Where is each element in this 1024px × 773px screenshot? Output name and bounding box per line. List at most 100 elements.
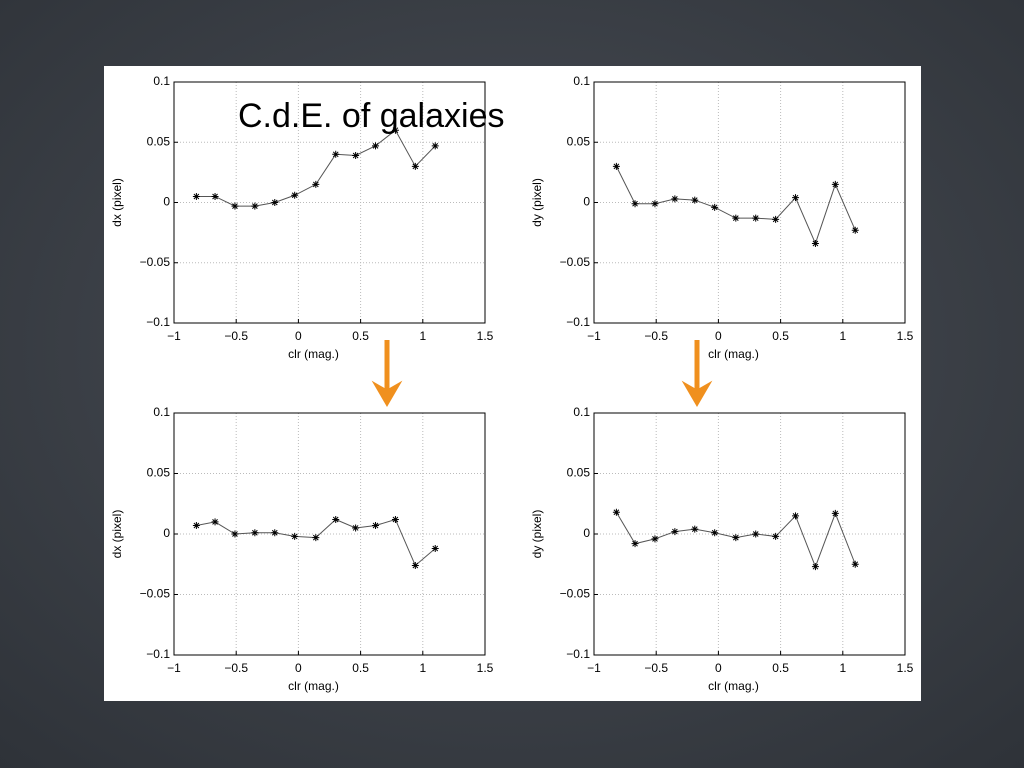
y-tick-label: 0 — [583, 526, 590, 540]
data-point — [312, 180, 320, 188]
data-point — [291, 532, 299, 540]
y-tick-label: 0.05 — [567, 134, 591, 148]
plot-frame — [593, 412, 906, 656]
data-point — [811, 239, 819, 247]
data-point — [192, 192, 200, 200]
y-axis-label: dx (pixel) — [110, 510, 124, 559]
y-tick-label: −0.1 — [146, 647, 170, 661]
data-point — [752, 530, 760, 538]
x-tick-label: −0.5 — [224, 661, 248, 675]
data-point — [711, 529, 719, 537]
x-tick-label: 1.5 — [897, 329, 914, 343]
y-tick-label: 0 — [583, 195, 590, 209]
data-point — [651, 200, 659, 208]
x-tick-label: 1 — [839, 661, 846, 675]
y-tick-label: −0.1 — [566, 647, 590, 661]
y-tick-label: −0.05 — [560, 587, 591, 601]
arrow-head — [371, 380, 403, 407]
y-tick-label: 0.05 — [567, 466, 591, 480]
plot-frame — [593, 81, 906, 324]
data-point — [431, 545, 439, 553]
x-tick-label: 0 — [295, 329, 302, 343]
x-axis-label: clr (mag.) — [708, 347, 759, 361]
data-point — [411, 561, 419, 569]
data-point — [792, 194, 800, 202]
data-point — [691, 525, 699, 533]
data-point — [332, 515, 340, 523]
data-point — [811, 563, 819, 571]
data-point — [631, 200, 639, 208]
data-point — [211, 192, 219, 200]
x-tick-label: 1.5 — [897, 661, 914, 675]
data-point — [251, 529, 259, 537]
data-point — [312, 534, 320, 542]
y-tick-label: 0.1 — [573, 405, 590, 419]
arrow-head — [681, 380, 713, 407]
x-tick-label: 0.5 — [352, 329, 369, 343]
data-point — [732, 534, 740, 542]
x-tick-label: −0.5 — [224, 329, 248, 343]
data-point — [231, 530, 239, 538]
y-tick-label: 0.1 — [573, 74, 590, 88]
data-point — [192, 522, 200, 530]
x-axis-label: clr (mag.) — [708, 679, 759, 693]
data-point — [651, 535, 659, 543]
data-point — [732, 214, 740, 222]
data-point — [612, 508, 620, 516]
data-point — [831, 509, 839, 517]
x-axis-label: clr (mag.) — [288, 347, 339, 361]
x-tick-label: 0 — [295, 661, 302, 675]
y-tick-label: 0 — [163, 195, 170, 209]
data-point — [631, 540, 639, 548]
data-point — [671, 528, 679, 536]
x-tick-label: 1.5 — [477, 329, 494, 343]
x-tick-label: 1.5 — [477, 661, 494, 675]
data-point — [391, 126, 399, 134]
y-tick-label: −0.05 — [140, 587, 171, 601]
data-point — [612, 162, 620, 170]
y-tick-label: −0.1 — [146, 315, 170, 329]
data-point — [211, 518, 219, 526]
data-point — [752, 214, 760, 222]
arrows — [371, 340, 713, 407]
data-point — [271, 529, 279, 537]
x-tick-label: −1 — [587, 661, 601, 675]
y-tick-label: −0.1 — [566, 315, 590, 329]
data-point — [831, 180, 839, 188]
data-point — [352, 524, 360, 532]
y-tick-label: −0.05 — [140, 255, 171, 269]
data-point — [851, 560, 859, 568]
data-point — [772, 532, 780, 540]
data-point — [391, 515, 399, 523]
data-point — [271, 199, 279, 206]
charts: −1 −0.5 0 0.5 1 1.5 −0.1 −0.05 0 0.05 0.1 clr (mag.… — [110, 74, 913, 693]
x-tick-label: −0.5 — [644, 329, 668, 343]
x-tick-label: −1 — [587, 329, 601, 343]
x-tick-label: −0.5 — [644, 661, 668, 675]
slide-title: C.d.E. of galaxies — [238, 97, 504, 135]
data-point — [251, 202, 259, 210]
data-point — [792, 512, 800, 520]
data-point — [372, 522, 380, 530]
data-point — [231, 202, 239, 210]
x-tick-label: −1 — [167, 329, 181, 343]
x-tick-label: 0.5 — [772, 661, 789, 675]
y-tick-label: 0.05 — [147, 466, 171, 480]
data-point — [431, 142, 439, 150]
y-tick-label: 0 — [163, 526, 170, 540]
data-point — [851, 226, 859, 234]
data-point — [711, 203, 719, 211]
plot-frame — [173, 81, 486, 324]
x-tick-label: 1 — [419, 661, 426, 675]
y-axis-label: dx (pixel) — [110, 178, 124, 227]
y-axis-label: dy (pixel) — [530, 510, 544, 559]
x-tick-label: 0.5 — [352, 661, 369, 675]
x-tick-label: 1 — [839, 329, 846, 343]
x-tick-label: 0 — [715, 329, 722, 343]
y-tick-label: 0.1 — [153, 405, 170, 419]
data-point — [671, 195, 679, 203]
x-tick-label: 1 — [419, 329, 426, 343]
x-axis-label: clr (mag.) — [288, 679, 339, 693]
